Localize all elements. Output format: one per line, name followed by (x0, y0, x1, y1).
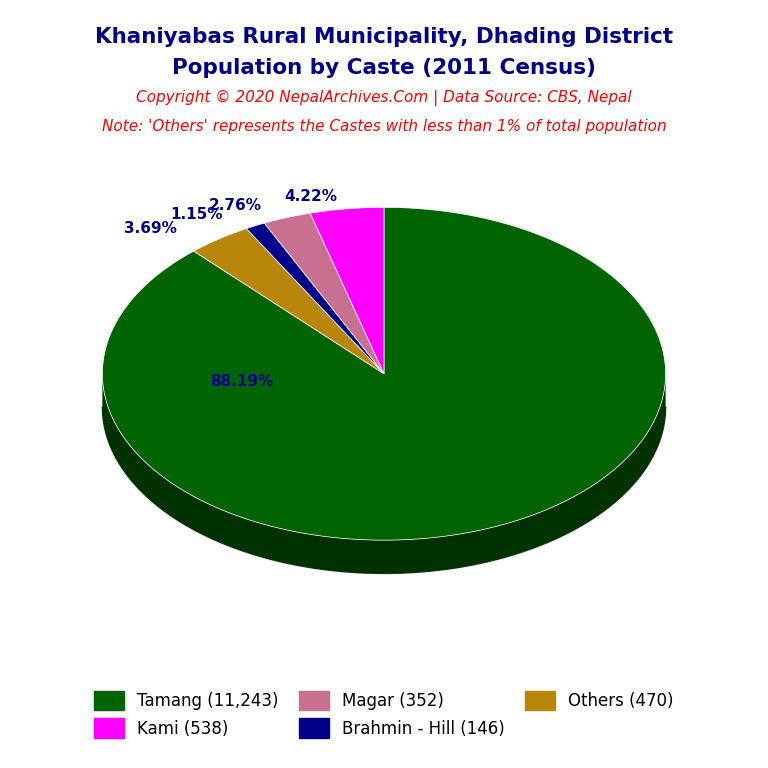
Polygon shape (310, 207, 384, 374)
Text: 4.22%: 4.22% (284, 189, 337, 204)
Text: Note: 'Others' represents the Castes with less than 1% of total population: Note: 'Others' represents the Castes wit… (101, 119, 667, 134)
Text: 3.69%: 3.69% (124, 221, 177, 236)
Polygon shape (264, 214, 384, 374)
Polygon shape (247, 223, 384, 374)
Polygon shape (102, 207, 666, 540)
Text: 2.76%: 2.76% (209, 198, 262, 213)
Text: 88.19%: 88.19% (210, 374, 273, 389)
Text: Copyright © 2020 NepalArchives.Com | Data Source: CBS, Nepal: Copyright © 2020 NepalArchives.Com | Dat… (136, 90, 632, 106)
Legend: Tamang (11,243), Kami (538), Magar (352), Brahmin - Hill (146), Others (470): Tamang (11,243), Kami (538), Magar (352)… (88, 684, 680, 744)
Polygon shape (194, 229, 384, 374)
Text: Khaniyabas Rural Municipality, Dhading District: Khaniyabas Rural Municipality, Dhading D… (95, 27, 673, 47)
Text: 1.15%: 1.15% (170, 207, 223, 222)
Text: Population by Caste (2011 Census): Population by Caste (2011 Census) (172, 58, 596, 78)
Polygon shape (102, 375, 666, 574)
